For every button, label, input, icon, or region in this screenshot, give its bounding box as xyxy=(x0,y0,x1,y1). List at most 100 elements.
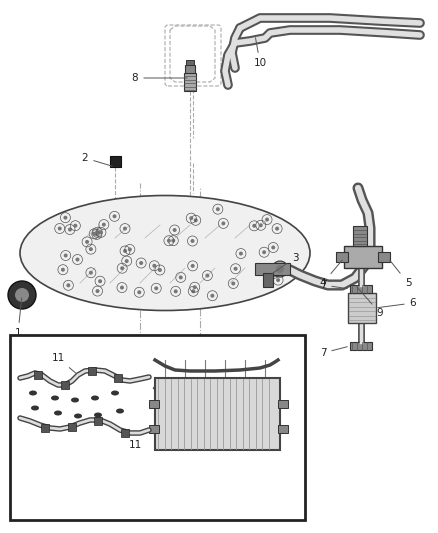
Bar xyxy=(350,285,372,293)
Circle shape xyxy=(193,285,197,289)
Text: 7: 7 xyxy=(320,346,347,358)
Circle shape xyxy=(189,216,193,220)
Circle shape xyxy=(158,268,162,272)
Text: 10: 10 xyxy=(254,38,267,68)
Bar xyxy=(149,425,159,433)
Circle shape xyxy=(221,221,226,225)
Circle shape xyxy=(8,281,36,309)
Circle shape xyxy=(85,240,89,244)
Circle shape xyxy=(95,230,99,235)
Bar xyxy=(350,342,372,350)
Circle shape xyxy=(173,228,177,232)
Ellipse shape xyxy=(91,395,99,400)
Bar xyxy=(344,246,382,268)
Bar xyxy=(184,73,196,91)
Circle shape xyxy=(73,224,78,228)
Circle shape xyxy=(68,228,72,231)
Circle shape xyxy=(113,214,117,219)
Ellipse shape xyxy=(71,398,79,402)
Ellipse shape xyxy=(29,391,37,395)
Circle shape xyxy=(15,288,29,302)
Ellipse shape xyxy=(94,413,102,417)
Circle shape xyxy=(99,230,103,235)
Text: 1: 1 xyxy=(15,298,22,338)
Bar xyxy=(114,374,122,382)
Bar xyxy=(68,423,76,431)
Circle shape xyxy=(262,250,266,254)
Circle shape xyxy=(123,249,127,253)
Bar xyxy=(149,400,159,408)
Circle shape xyxy=(275,227,279,231)
Ellipse shape xyxy=(74,414,82,418)
Ellipse shape xyxy=(51,395,59,400)
Text: 5: 5 xyxy=(390,260,411,288)
Circle shape xyxy=(89,247,93,251)
Circle shape xyxy=(67,284,71,287)
Circle shape xyxy=(174,289,178,293)
Circle shape xyxy=(216,207,220,211)
Circle shape xyxy=(92,232,96,236)
Bar xyxy=(121,429,129,437)
Circle shape xyxy=(154,286,158,290)
Circle shape xyxy=(239,252,243,255)
Circle shape xyxy=(191,239,194,243)
Circle shape xyxy=(205,273,209,278)
Circle shape xyxy=(276,278,280,282)
Ellipse shape xyxy=(31,406,39,410)
Circle shape xyxy=(137,290,141,294)
Circle shape xyxy=(95,232,99,236)
Bar xyxy=(10,335,305,520)
Text: 9: 9 xyxy=(357,287,383,318)
Ellipse shape xyxy=(116,408,124,414)
Circle shape xyxy=(252,224,256,228)
Circle shape xyxy=(128,247,132,252)
Circle shape xyxy=(272,261,288,277)
Circle shape xyxy=(95,289,99,293)
Circle shape xyxy=(125,259,129,263)
Circle shape xyxy=(171,239,175,243)
Ellipse shape xyxy=(111,391,119,395)
Bar xyxy=(34,371,42,379)
Circle shape xyxy=(120,286,124,289)
Bar xyxy=(186,60,194,65)
Circle shape xyxy=(98,279,102,283)
Circle shape xyxy=(259,223,263,227)
Text: 2: 2 xyxy=(82,153,112,166)
Circle shape xyxy=(123,227,127,231)
Circle shape xyxy=(191,289,195,293)
Bar xyxy=(378,252,390,262)
Circle shape xyxy=(191,264,195,268)
Bar xyxy=(61,381,69,389)
Bar xyxy=(353,226,367,246)
Bar xyxy=(94,417,102,425)
Bar xyxy=(336,252,348,262)
Bar xyxy=(348,293,376,323)
Ellipse shape xyxy=(20,196,310,311)
Text: 6: 6 xyxy=(378,298,416,308)
Bar xyxy=(255,263,290,275)
Circle shape xyxy=(276,270,280,274)
Text: 3: 3 xyxy=(272,253,298,273)
Circle shape xyxy=(61,268,65,272)
Bar xyxy=(110,156,121,167)
Circle shape xyxy=(89,271,93,274)
Bar xyxy=(185,65,195,73)
Circle shape xyxy=(167,239,171,243)
Text: 11: 11 xyxy=(122,432,141,450)
Text: 7: 7 xyxy=(320,280,347,290)
Circle shape xyxy=(58,227,62,230)
Circle shape xyxy=(64,254,68,257)
Text: 8: 8 xyxy=(132,73,187,83)
Ellipse shape xyxy=(54,410,62,416)
Circle shape xyxy=(210,294,214,298)
Bar xyxy=(278,400,288,408)
Bar xyxy=(88,367,96,375)
Bar xyxy=(278,425,288,433)
Circle shape xyxy=(139,261,143,265)
Bar xyxy=(263,273,273,287)
Bar xyxy=(155,378,280,450)
Circle shape xyxy=(75,257,79,262)
Circle shape xyxy=(276,265,284,273)
Circle shape xyxy=(233,266,237,271)
Bar xyxy=(41,424,49,432)
